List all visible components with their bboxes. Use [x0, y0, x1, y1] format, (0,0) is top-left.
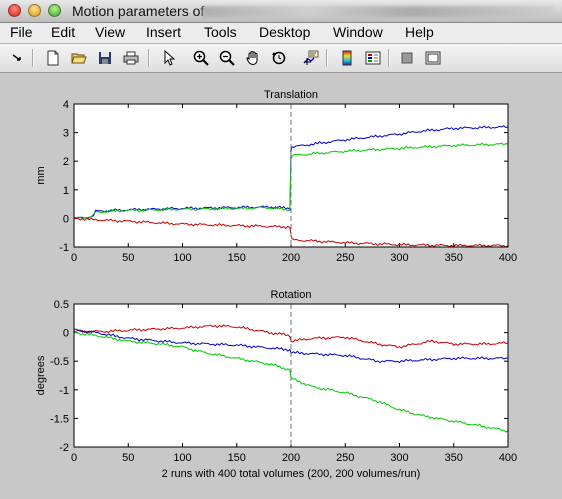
y-tick-label: -1	[59, 385, 69, 397]
x-tick-label: 200	[282, 452, 300, 464]
y-tick-label: -1	[59, 242, 69, 254]
y-tick-label: 0	[63, 328, 69, 340]
new-file-icon[interactable]	[44, 49, 62, 67]
close-window-button[interactable]	[8, 4, 21, 17]
zoom-in-icon[interactable]	[192, 49, 210, 67]
pan-hand-icon[interactable]	[244, 49, 262, 67]
x-tick-label: 250	[336, 252, 354, 264]
edit-cursor-icon[interactable]	[160, 49, 178, 67]
toolbar-separator	[32, 49, 34, 67]
plots-area: Translation 0 50 100 150 200 250 300 350 400 -1 0 1 2…	[0, 73, 562, 499]
x-tick-label: 350	[445, 452, 463, 464]
y-tick-label: 3	[63, 128, 69, 140]
menu-desktop[interactable]: Desktop	[259, 24, 311, 40]
y-tick-label: 2	[63, 156, 69, 168]
print-icon[interactable]	[122, 49, 140, 67]
axes-1: Rotation 0 50 100 150 200 250 300 350 400 -2 -1.5 -1…	[35, 289, 517, 480]
zoom-window-button[interactable]	[48, 4, 61, 17]
y-tick-label: -2	[59, 442, 69, 454]
redacted-path	[202, 6, 554, 17]
x-tick-label: 50	[122, 452, 134, 464]
save-icon[interactable]	[96, 49, 114, 67]
chart-title: Translation	[264, 89, 318, 101]
x-tick-label: 400	[499, 252, 517, 264]
series-line-red	[73, 324, 509, 349]
x-tick-label: 100	[173, 452, 191, 464]
y-tick-label: 4	[63, 99, 69, 111]
hide-plot-tools-icon[interactable]	[398, 49, 416, 67]
x-tick-label: 250	[336, 452, 354, 464]
x-tick-label: 100	[173, 252, 191, 264]
menu-insert[interactable]: Insert	[146, 24, 182, 40]
x-axis-label: 2 runs with 400 total volumes (200, 200 …	[162, 468, 421, 480]
toolbar-separator	[148, 49, 150, 67]
menu-file[interactable]: File	[10, 24, 33, 40]
x-tick-label: 150	[228, 452, 246, 464]
menu-edit[interactable]: Edit	[51, 24, 76, 40]
menu-bar: File Edit View Insert Tools Desktop Wind…	[0, 23, 562, 44]
x-tick-label: 50	[122, 252, 134, 264]
menu-tools[interactable]: Tools	[204, 24, 237, 40]
rotate-3d-icon[interactable]	[270, 49, 288, 67]
y-tick-label: 0	[63, 213, 69, 225]
title-bar: Motion parameters of	[0, 0, 562, 23]
x-tick-label: 350	[445, 252, 463, 264]
series-line-blue	[73, 328, 509, 364]
legend-icon[interactable]	[364, 49, 382, 67]
plot-frame	[73, 303, 509, 448]
arrow-pointer-icon[interactable]	[8, 49, 26, 67]
x-tick-label: 300	[390, 252, 408, 264]
y-tick-label: 0.5	[54, 299, 69, 311]
menu-help[interactable]: Help	[405, 24, 434, 40]
chart-title: Rotation	[271, 289, 312, 301]
x-tick-label: 300	[390, 452, 408, 464]
menu-view[interactable]: View	[95, 24, 126, 40]
x-tick-label: 150	[228, 252, 246, 264]
y-tick-label: 1	[63, 185, 69, 197]
x-tick-label: 0	[71, 252, 77, 264]
data-cursor-icon[interactable]	[302, 49, 320, 67]
open-folder-icon[interactable]	[70, 49, 88, 67]
window-title: Motion parameters of	[72, 3, 205, 19]
plot-frame	[73, 103, 509, 248]
series-line-green	[73, 142, 509, 219]
y-axis-label: mm	[35, 166, 47, 184]
toolbar-separator	[388, 49, 390, 67]
y-axis-label: degrees	[35, 355, 47, 395]
minimize-window-button[interactable]	[28, 4, 41, 17]
x-tick-label: 400	[499, 452, 517, 464]
zoom-out-icon[interactable]	[218, 49, 236, 67]
menu-window[interactable]: Window	[333, 24, 383, 40]
show-plot-tools-icon[interactable]	[424, 49, 442, 67]
figure-toolbar	[0, 44, 562, 73]
colorbar-icon[interactable]	[338, 49, 356, 67]
x-tick-label: 0	[71, 452, 77, 464]
x-tick-label: 200	[282, 252, 300, 264]
y-tick-label: -0.5	[50, 356, 69, 368]
y-tick-label: -1.5	[50, 413, 69, 425]
toolbar-separator	[326, 49, 328, 67]
series-line-green	[73, 331, 509, 433]
